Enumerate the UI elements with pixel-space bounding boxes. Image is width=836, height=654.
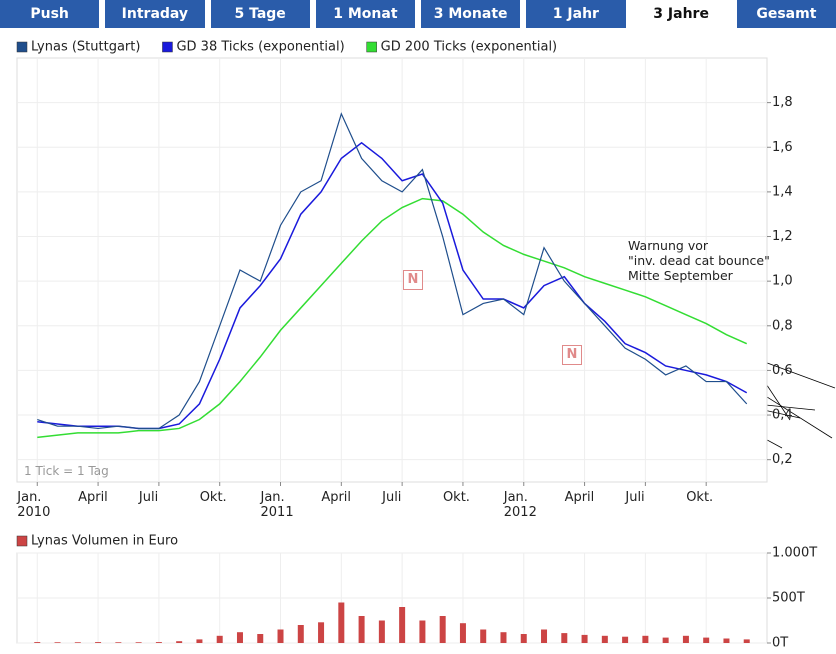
volume-bar xyxy=(703,637,710,643)
volume-bar xyxy=(459,623,466,643)
volume-bar xyxy=(115,642,122,643)
y-tick-label: 0,6 xyxy=(772,363,793,378)
tab[interactable]: 1 Monat xyxy=(315,0,415,28)
marker: N xyxy=(403,270,423,290)
y-tick-label: 1,4 xyxy=(772,184,793,199)
tab[interactable]: 1 Jahr xyxy=(526,0,626,28)
volume-bar xyxy=(419,620,426,643)
legend-label: Lynas Volumen in Euro xyxy=(31,534,178,549)
legend-swatch xyxy=(16,535,28,547)
volume-bar xyxy=(135,642,142,643)
volume-bar xyxy=(743,639,750,643)
volume-bar xyxy=(520,634,527,643)
volume-bar xyxy=(622,636,629,643)
tab-bar: Push Intraday 5 Tage 1 Monat 3 Monate 1 Jahr 3… xyxy=(0,0,836,28)
y-tick-label: 1,8 xyxy=(772,95,793,110)
volume-bar xyxy=(378,620,385,643)
tab[interactable]: Gesamt xyxy=(736,0,836,28)
x-tick-label: April xyxy=(321,490,352,505)
plot-area xyxy=(16,57,768,483)
volume-bar xyxy=(338,602,345,643)
x-tick-label: Juli xyxy=(138,490,159,505)
legend-label: Lynas (Stuttgart) xyxy=(31,40,140,55)
volume-bar xyxy=(277,629,284,643)
tab[interactable]: Push xyxy=(0,0,100,28)
y-tick-label: 1.000T xyxy=(772,546,817,561)
volume-bar xyxy=(561,633,568,643)
volume-bar xyxy=(74,642,81,643)
volume-bar xyxy=(54,642,61,643)
series-line xyxy=(37,197,748,439)
marker: N xyxy=(562,345,582,365)
y-tick-label: 0,2 xyxy=(772,452,793,467)
x-tick-label: April xyxy=(78,490,108,505)
x-tick-label: Jan. 2012 xyxy=(503,490,537,520)
annotation: Warnung vor "inv. dead cat bounce" Mitte… xyxy=(628,238,770,283)
tab[interactable]: Intraday xyxy=(105,0,205,28)
x-tick-label: Jan. 2010 xyxy=(17,490,51,520)
y-tick-label: 1,6 xyxy=(772,140,793,155)
tab[interactable]: 5 Tage xyxy=(210,0,310,28)
volume-bar xyxy=(34,642,41,643)
volume-bar xyxy=(155,642,162,643)
volume-bar xyxy=(480,629,487,643)
volume-bar xyxy=(297,625,304,643)
volume-bar xyxy=(682,635,689,643)
legend-swatch xyxy=(366,41,377,53)
tab[interactable]: 3 Jahre xyxy=(631,0,731,28)
y-tick-label: 1,2 xyxy=(772,229,793,244)
volume-bar xyxy=(318,622,325,643)
axis-group xyxy=(17,552,771,644)
legend-label: GD 38 Ticks (exponential) xyxy=(176,40,344,55)
volume-bar xyxy=(196,639,203,643)
volume-bar xyxy=(500,632,507,643)
volume-bar xyxy=(216,635,223,643)
volume-bar xyxy=(439,616,446,643)
tab[interactable]: 3 Monate xyxy=(421,0,521,28)
legend-swatch xyxy=(162,41,173,53)
x-tick-label: Okt. xyxy=(442,490,470,505)
x-tick-label: Juli xyxy=(625,490,645,505)
series-line xyxy=(37,112,748,430)
x-tick-label: Jan. 2011 xyxy=(260,490,294,520)
note: 1 Tick = 1 Tag xyxy=(24,464,109,478)
x-tick-label: Okt. xyxy=(686,490,714,505)
legend-label: GD 200 Ticks (exponential) xyxy=(381,40,557,55)
legend-swatch xyxy=(16,41,28,53)
volume-bar xyxy=(176,641,183,643)
volume-bar xyxy=(662,637,669,643)
y-tick-label: 0,4 xyxy=(772,408,793,423)
volume-bar xyxy=(601,635,608,643)
y-tick-label: 0T xyxy=(772,636,788,651)
volume-bar xyxy=(95,642,102,643)
y-tick-label: 1,0 xyxy=(772,274,793,289)
y-tick-label: 500T xyxy=(772,591,805,606)
volume-bar xyxy=(723,638,730,643)
volume-bar xyxy=(399,607,406,643)
volume-bar xyxy=(236,632,243,643)
axis-group xyxy=(17,58,771,486)
x-tick-label: Okt. xyxy=(199,490,227,505)
volume-bar xyxy=(642,635,649,643)
volume-bar xyxy=(257,634,264,643)
volume-bar xyxy=(581,634,588,643)
x-tick-label: Juli xyxy=(382,490,402,505)
volume-bar xyxy=(358,616,365,643)
y-tick-label: 0,8 xyxy=(772,318,793,333)
x-tick-label: April xyxy=(564,490,595,505)
volume-bar xyxy=(541,629,548,643)
